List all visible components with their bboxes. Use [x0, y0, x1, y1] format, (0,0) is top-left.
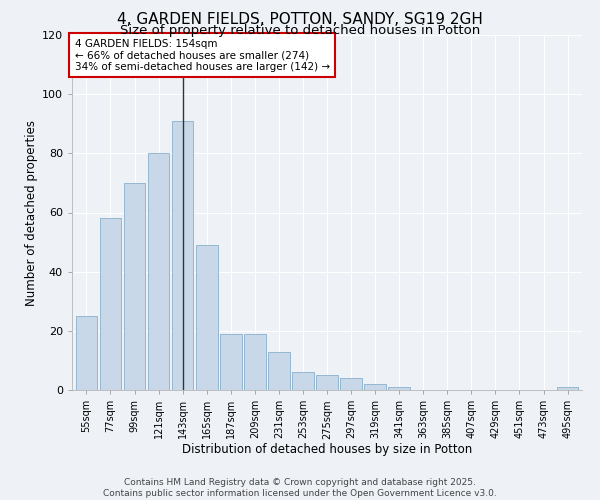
Bar	[244, 334, 266, 390]
X-axis label: Distribution of detached houses by size in Potton: Distribution of detached houses by size …	[182, 442, 472, 456]
Bar	[388, 387, 410, 390]
Text: Contains HM Land Registry data © Crown copyright and database right 2025.
Contai: Contains HM Land Registry data © Crown c…	[103, 478, 497, 498]
Bar	[316, 375, 338, 390]
Bar	[172, 121, 193, 390]
Bar	[340, 378, 362, 390]
Bar	[196, 245, 218, 390]
Bar	[292, 372, 314, 390]
Bar	[557, 387, 578, 390]
Text: 4, GARDEN FIELDS, POTTON, SANDY, SG19 2GH: 4, GARDEN FIELDS, POTTON, SANDY, SG19 2G…	[117, 12, 483, 26]
Bar	[268, 352, 290, 390]
Bar	[364, 384, 386, 390]
Text: Size of property relative to detached houses in Potton: Size of property relative to detached ho…	[120, 24, 480, 37]
Bar	[220, 334, 242, 390]
Y-axis label: Number of detached properties: Number of detached properties	[25, 120, 38, 306]
Bar	[76, 316, 97, 390]
Text: 4 GARDEN FIELDS: 154sqm
← 66% of detached houses are smaller (274)
34% of semi-d: 4 GARDEN FIELDS: 154sqm ← 66% of detache…	[74, 38, 329, 72]
Bar	[124, 183, 145, 390]
Bar	[100, 218, 121, 390]
Bar	[148, 154, 169, 390]
